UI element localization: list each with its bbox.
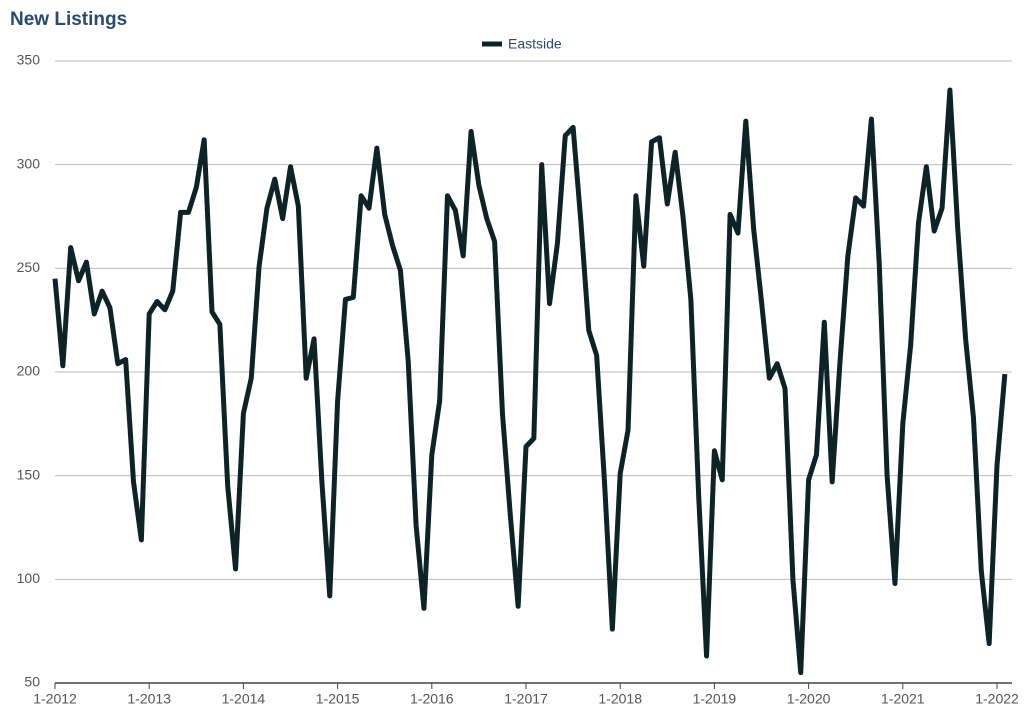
x-tick-label: 1-2012 bbox=[33, 691, 77, 707]
y-tick-label: 300 bbox=[17, 155, 41, 171]
y-tick-label: 250 bbox=[17, 259, 41, 275]
x-tick-label: 1-2015 bbox=[316, 691, 360, 707]
x-tick-label: 1-2018 bbox=[598, 691, 642, 707]
y-tick-label: 200 bbox=[17, 363, 41, 379]
y-tick-label: 50 bbox=[24, 674, 40, 690]
x-tick-label: 1-2019 bbox=[693, 691, 737, 707]
y-tick-label: 350 bbox=[17, 52, 41, 68]
x-tick-label: 1-2021 bbox=[881, 691, 925, 707]
x-tick-label: 1-2020 bbox=[787, 691, 831, 707]
chart-title: New Listings bbox=[10, 9, 127, 30]
x-tick-label: 1-2016 bbox=[410, 691, 454, 707]
y-tick-label: 150 bbox=[17, 466, 41, 482]
x-tick-label: 1-2022 bbox=[975, 691, 1019, 707]
y-tick-label: 100 bbox=[17, 570, 41, 586]
x-tick-label: 1-2014 bbox=[222, 691, 266, 707]
legend-label: Eastside bbox=[508, 36, 562, 52]
line bbox=[52, 87, 1008, 676]
x-tick-label: 1-2017 bbox=[504, 691, 548, 707]
x-tick-label: 1-2013 bbox=[127, 691, 171, 707]
